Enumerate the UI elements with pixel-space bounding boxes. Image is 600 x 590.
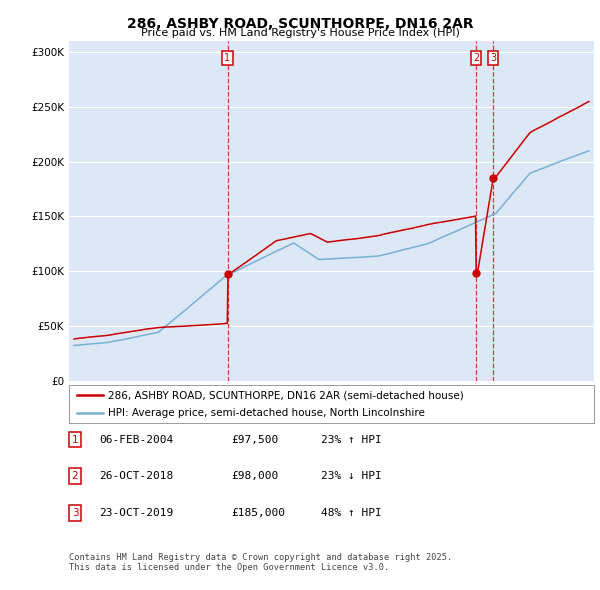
- Text: Price paid vs. HM Land Registry's House Price Index (HPI): Price paid vs. HM Land Registry's House …: [140, 28, 460, 38]
- Text: 2: 2: [71, 471, 79, 481]
- Text: £97,500: £97,500: [231, 435, 278, 444]
- Text: 23% ↓ HPI: 23% ↓ HPI: [321, 471, 382, 481]
- Text: This data is licensed under the Open Government Licence v3.0.: This data is licensed under the Open Gov…: [69, 563, 389, 572]
- Text: 286, ASHBY ROAD, SCUNTHORPE, DN16 2AR (semi-detached house): 286, ASHBY ROAD, SCUNTHORPE, DN16 2AR (s…: [109, 390, 464, 400]
- Text: 3: 3: [490, 53, 496, 63]
- Text: 06-FEB-2004: 06-FEB-2004: [99, 435, 173, 444]
- Text: 3: 3: [71, 508, 79, 517]
- Text: 26-OCT-2018: 26-OCT-2018: [99, 471, 173, 481]
- Text: £185,000: £185,000: [231, 508, 285, 517]
- Text: £98,000: £98,000: [231, 471, 278, 481]
- Text: 1: 1: [224, 53, 230, 63]
- Text: 2: 2: [473, 53, 479, 63]
- Text: 23-OCT-2019: 23-OCT-2019: [99, 508, 173, 517]
- Text: 23% ↑ HPI: 23% ↑ HPI: [321, 435, 382, 444]
- Text: Contains HM Land Registry data © Crown copyright and database right 2025.: Contains HM Land Registry data © Crown c…: [69, 553, 452, 562]
- Text: HPI: Average price, semi-detached house, North Lincolnshire: HPI: Average price, semi-detached house,…: [109, 408, 425, 418]
- Text: 48% ↑ HPI: 48% ↑ HPI: [321, 508, 382, 517]
- Text: 286, ASHBY ROAD, SCUNTHORPE, DN16 2AR: 286, ASHBY ROAD, SCUNTHORPE, DN16 2AR: [127, 17, 473, 31]
- Text: 1: 1: [71, 435, 79, 444]
